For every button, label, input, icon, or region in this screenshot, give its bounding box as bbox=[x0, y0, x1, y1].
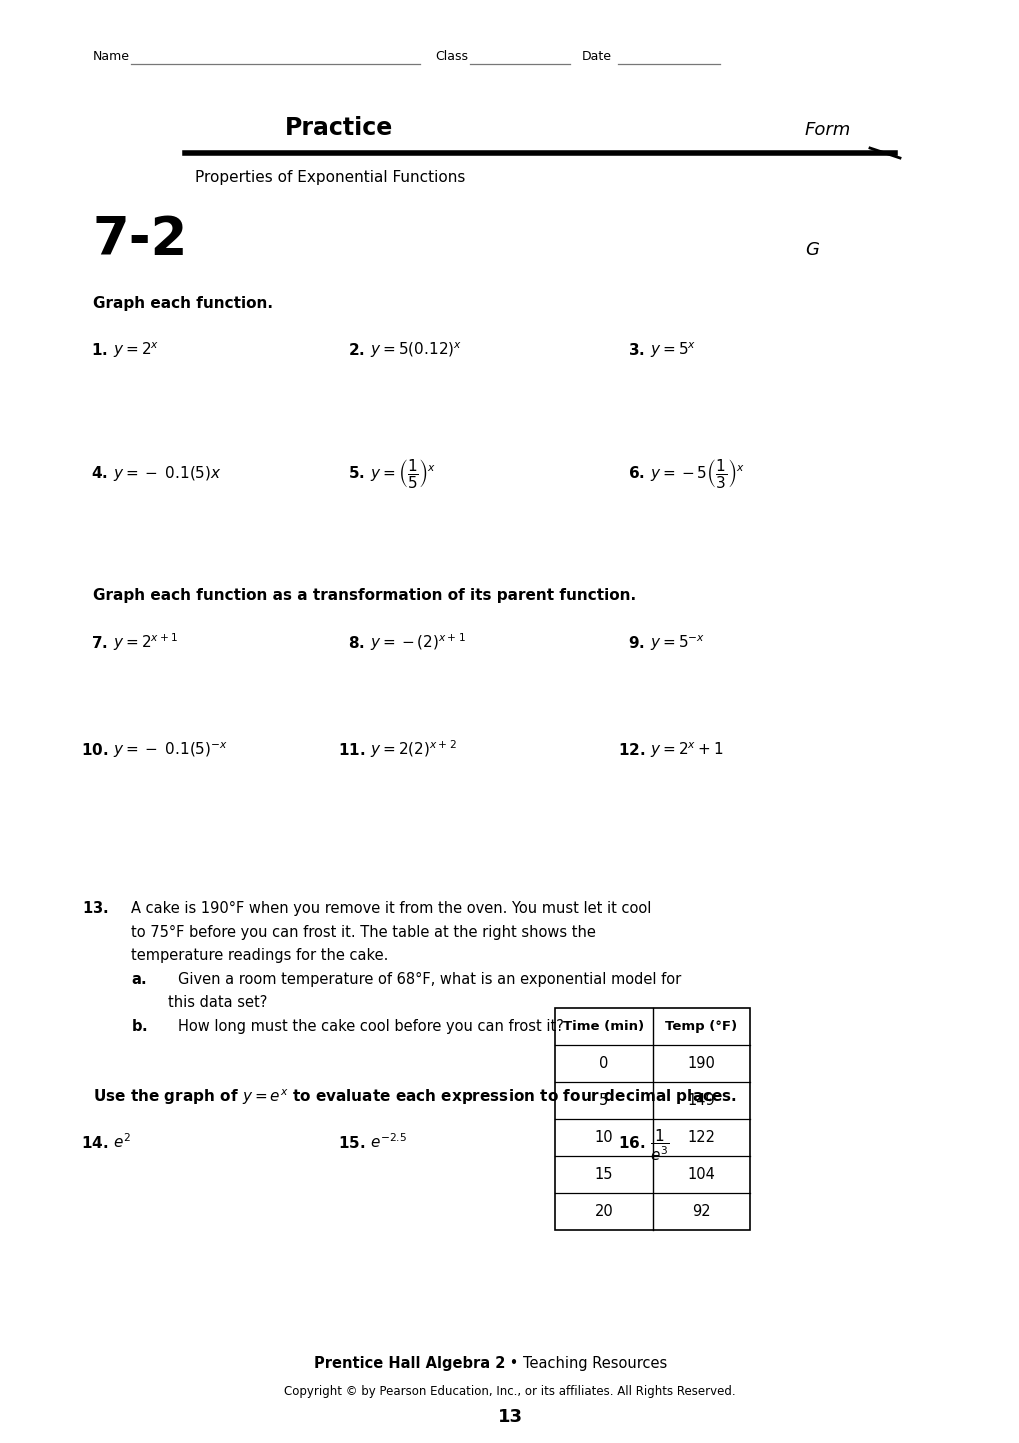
Text: Form: Form bbox=[804, 121, 851, 139]
Text: • Teaching Resources: • Teaching Resources bbox=[504, 1356, 666, 1371]
Text: 0: 0 bbox=[598, 1056, 608, 1071]
Text: 190: 190 bbox=[687, 1056, 714, 1071]
Text: A cake is 190°F when you remove it from the oven. You must let it cool: A cake is 190°F when you remove it from … bbox=[130, 900, 651, 916]
Text: $\mathbf{11.}$: $\mathbf{11.}$ bbox=[337, 742, 365, 758]
Text: $\mathbf{8.}$: $\mathbf{8.}$ bbox=[347, 635, 365, 651]
Text: Date: Date bbox=[582, 51, 611, 63]
Text: 15: 15 bbox=[594, 1167, 612, 1182]
Text: Graph each function as a transformation of its parent function.: Graph each function as a transformation … bbox=[93, 587, 636, 603]
Text: 104: 104 bbox=[687, 1167, 714, 1182]
Text: 92: 92 bbox=[691, 1203, 710, 1219]
Text: 13: 13 bbox=[497, 1408, 522, 1426]
Text: $\mathbf{15.}$: $\mathbf{15.}$ bbox=[337, 1136, 365, 1152]
Text: $e^{-2.5}$: $e^{-2.5}$ bbox=[370, 1133, 407, 1152]
Text: $y = 2^x$: $y = 2^x$ bbox=[113, 341, 159, 359]
Text: $\mathbf{4.}$: $\mathbf{4.}$ bbox=[91, 465, 108, 481]
Text: $\mathbf{9.}$: $\mathbf{9.}$ bbox=[628, 635, 644, 651]
Text: 5: 5 bbox=[598, 1092, 607, 1108]
Bar bbox=[554, 1009, 749, 1229]
Text: Time (min): Time (min) bbox=[562, 1020, 644, 1033]
Text: 7-2: 7-2 bbox=[93, 214, 189, 266]
Text: Given a room temperature of 68°F, what is an exponential model for: Given a room temperature of 68°F, what i… bbox=[178, 971, 681, 987]
Text: $\mathbf{a.}$: $\mathbf{a.}$ bbox=[130, 971, 147, 987]
Text: $\mathbf{7.}$: $\mathbf{7.}$ bbox=[91, 635, 108, 651]
Text: this data set?: this data set? bbox=[168, 996, 267, 1010]
Text: to 75°F before you can frost it. The table at the right shows the: to 75°F before you can frost it. The tab… bbox=[130, 925, 595, 939]
Text: $y = 2^x + 1$: $y = 2^x + 1$ bbox=[649, 740, 723, 760]
Text: $\mathbf{2.}$: $\mathbf{2.}$ bbox=[347, 342, 365, 358]
Text: $y = -(2)^{x+1}$: $y = -(2)^{x+1}$ bbox=[370, 631, 466, 654]
Text: $y = 5^{-x}$: $y = 5^{-x}$ bbox=[649, 633, 704, 654]
Text: $\mathbf{12.}$: $\mathbf{12.}$ bbox=[618, 742, 644, 758]
Text: temperature readings for the cake.: temperature readings for the cake. bbox=[130, 948, 388, 962]
Text: $\mathbf{b.}$: $\mathbf{b.}$ bbox=[130, 1017, 148, 1033]
Text: Name: Name bbox=[93, 51, 129, 63]
Text: 20: 20 bbox=[594, 1203, 612, 1219]
Text: 149: 149 bbox=[687, 1092, 714, 1108]
Text: $y = 2(2)^{x+2}$: $y = 2(2)^{x+2}$ bbox=[370, 739, 457, 760]
Text: $y = -5\left(\dfrac{1}{3}\right)^x$: $y = -5\left(\dfrac{1}{3}\right)^x$ bbox=[649, 457, 744, 491]
Text: $y = 5^x$: $y = 5^x$ bbox=[649, 341, 696, 359]
Text: Prentice Hall Algebra 2: Prentice Hall Algebra 2 bbox=[313, 1356, 504, 1371]
Text: $\mathbf{10.}$: $\mathbf{10.}$ bbox=[81, 742, 108, 758]
Text: $\mathbf{1.}$: $\mathbf{1.}$ bbox=[91, 342, 108, 358]
Text: $\mathbf{13.}$: $\mathbf{13.}$ bbox=[82, 900, 108, 916]
Text: Temp (°F): Temp (°F) bbox=[664, 1020, 737, 1033]
Text: Graph each function.: Graph each function. bbox=[93, 296, 273, 312]
Text: G: G bbox=[804, 241, 818, 258]
Text: $y = 2^{x+1}$: $y = 2^{x+1}$ bbox=[113, 631, 178, 654]
Text: $\mathbf{5.}$: $\mathbf{5.}$ bbox=[347, 465, 365, 481]
Text: $y = 5(0.12)^x$: $y = 5(0.12)^x$ bbox=[370, 341, 462, 359]
Text: $y = -\ 0.1(5)x$: $y = -\ 0.1(5)x$ bbox=[113, 465, 221, 483]
Text: $\dfrac{1}{e^3}$: $\dfrac{1}{e^3}$ bbox=[649, 1127, 668, 1163]
Text: $\mathbf{16.}$: $\mathbf{16.}$ bbox=[618, 1136, 644, 1152]
Text: Class: Class bbox=[434, 51, 468, 63]
Text: $e^2$: $e^2$ bbox=[113, 1133, 130, 1152]
Text: 10: 10 bbox=[594, 1130, 612, 1144]
Text: $y = \left(\dfrac{1}{5}\right)^x$: $y = \left(\dfrac{1}{5}\right)^x$ bbox=[370, 457, 436, 491]
Text: $\mathbf{6.}$: $\mathbf{6.}$ bbox=[628, 465, 644, 481]
Text: Use the graph of $y = e^x$ to evaluate each expression to four decimal places.: Use the graph of $y = e^x$ to evaluate e… bbox=[93, 1088, 737, 1107]
Text: Copyright © by Pearson Education, Inc., or its affiliates. All Rights Reserved.: Copyright © by Pearson Education, Inc., … bbox=[284, 1385, 735, 1398]
Text: $y = -\ 0.1(5)^{-x}$: $y = -\ 0.1(5)^{-x}$ bbox=[113, 740, 228, 760]
Text: How long must the cake cool before you can frost it?: How long must the cake cool before you c… bbox=[178, 1019, 564, 1033]
Text: Practice: Practice bbox=[284, 115, 393, 140]
Text: $\mathbf{14.}$: $\mathbf{14.}$ bbox=[81, 1136, 108, 1152]
Text: $\mathbf{3.}$: $\mathbf{3.}$ bbox=[628, 342, 644, 358]
Text: Properties of Exponential Functions: Properties of Exponential Functions bbox=[195, 170, 465, 185]
Text: 122: 122 bbox=[687, 1130, 714, 1144]
